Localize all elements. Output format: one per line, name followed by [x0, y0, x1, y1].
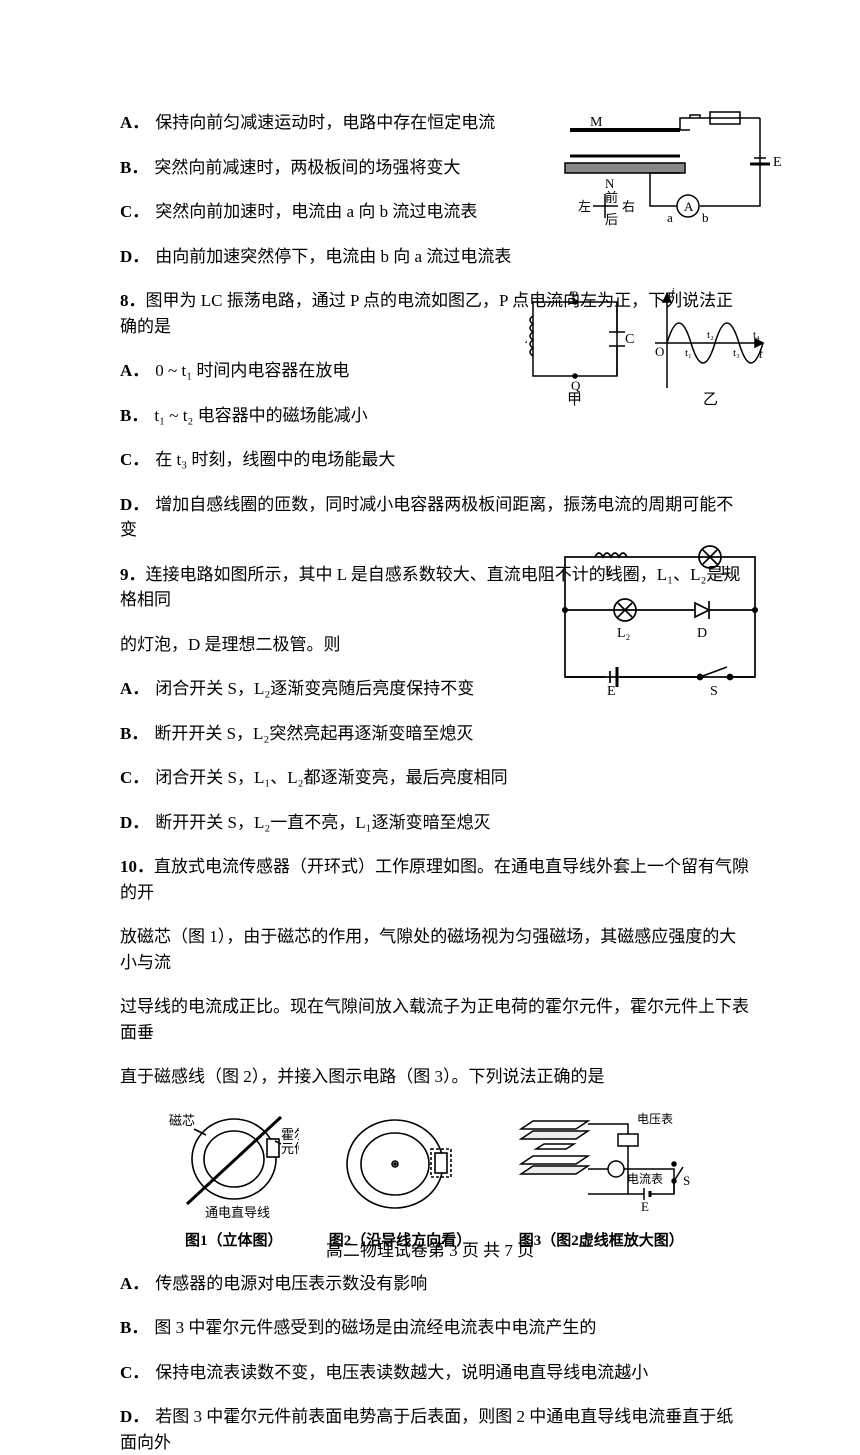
q10-option-B: B．图 3 中霍尔元件感受到的磁场是由流经电流表中电流产生的	[120, 1315, 750, 1341]
opt-text: 在 t₃ 时刻，线圈中的电场能最大	[155, 450, 395, 469]
opt-text: 闭合开关 S，L₁、L₂都逐渐变亮，最后亮度相同	[155, 768, 507, 787]
txt: 直放式电流传感器（开环式）工作原理如图。在通电直导线外套上一个留有气隙的开	[120, 857, 749, 902]
label-R: R	[720, 108, 730, 112]
label-left: 左	[578, 199, 591, 214]
lbl-t4: t₄	[753, 329, 760, 341]
q10-stem-2: 放磁芯（图 1），由于磁芯的作用，气隙处的磁场视为匀强磁场，其磁感应强度的大小与…	[120, 924, 750, 975]
q9-option-A: A．闭合开关 S，L₂逐渐变亮随后亮度保持不变	[120, 676, 590, 702]
lbl-L2: L₂	[617, 626, 631, 641]
q8-option-C: C．在 t₃ 时刻，线圈中的电场能最大	[120, 447, 540, 473]
page-footer: 高二物理试卷第 3 页 共 7 页	[0, 1238, 860, 1264]
lbl-Cc: C	[625, 332, 634, 347]
lbl-t2: t₂	[707, 329, 714, 341]
opt-text: 图 3 中霍尔元件感受到的磁场是由流经电流表中电流产生的	[154, 1318, 596, 1337]
q10-option-C: C．保持电流表读数不变，电压表读数越大，说明通电直导线电流越小	[120, 1360, 750, 1386]
lbl-i: i	[671, 288, 675, 299]
opt-text: 突然向前加速时，电流由 a 向 b 流过电流表	[155, 202, 477, 221]
lbl-V: 电压表	[637, 1112, 673, 1126]
page: R M N 前 左 右 后 E A a b	[0, 0, 860, 1303]
label-b: b	[702, 210, 709, 225]
lbl-core: 磁芯	[169, 1113, 195, 1128]
opt-text: 0 ~ t₁ 时间内电容器在放电	[155, 361, 349, 380]
lbl-hall2: 元件	[281, 1141, 299, 1156]
q10-stem-4: 直于磁感线（图 2），并接入图示电路（图 3）。下列说法正确的是	[120, 1064, 750, 1090]
q7-option-B: B．突然向前减速时，两极板间的场强将变大	[120, 155, 540, 181]
opt-text: 断开开关 S，L₂突然亮起再逐渐变暗至熄灭	[154, 724, 473, 743]
lbl-t1: t₁	[685, 347, 692, 359]
q8-figure: P Q L C 甲 i O t₁ t₂	[525, 288, 765, 416]
lbl-L1: L₁	[721, 564, 734, 579]
lbl-Q: Q	[571, 378, 581, 393]
lbl-O: O	[655, 344, 664, 359]
q10-option-A: A．传感器的电源对电压表示数没有影响	[120, 1271, 750, 1297]
opt-text: 断开开关 S，L₂一直不亮，L₁逐渐变暗至熄灭	[155, 813, 490, 832]
lbl-A: 电流表	[627, 1172, 663, 1186]
label-N: N	[605, 176, 615, 191]
label-front: 前	[605, 190, 618, 205]
lbl-yi: 乙	[703, 392, 718, 408]
q7-option-C: C．突然向前加速时，电流由 a 向 b 流过电流表	[120, 199, 540, 225]
txt: 的灯泡，D 是理想二极管。则	[120, 635, 341, 654]
q7-option-D: D．由向前加速突然停下，电流由 b 向 a 流过电流表	[120, 244, 540, 270]
lbl-L: L	[605, 564, 614, 579]
lbl-EE: E	[641, 1199, 649, 1214]
opt-text: 保持电流表读数不变，电压表读数越大，说明通电直导线电流越小	[155, 1363, 648, 1382]
q9-option-B: B．断开开关 S，L₂突然亮起再逐渐变暗至熄灭	[120, 721, 590, 747]
q10-figure-row: 磁芯 霍尔 元件 通电直导线 图1（立体图） 图2（沿导线方向看）	[120, 1109, 750, 1253]
q7-option-A: A．保持向前匀减速运动时，电路中存在恒定电流	[120, 110, 540, 136]
opt-text: t₁ ~ t₂ 电容器中的磁场能减小	[154, 406, 367, 425]
txt: 直于磁感线（图 2），并接入图示电路（图 3）。下列说法正确的是	[120, 1067, 605, 1086]
opt-text: 增加自感线圈的匝数，同时减小电容器两极板间距离，振荡电流的周期可能不变	[120, 495, 733, 540]
q7-circuit-figure: R M N 前 左 右 后 E A a b	[560, 108, 790, 246]
lbl-L: L	[525, 332, 528, 347]
opt-text: 闭合开关 S，L₂逐渐变亮随后亮度保持不变	[155, 679, 474, 698]
opt-text: 由向前加速突然停下，电流由 b 向 a 流过电流表	[155, 247, 511, 266]
label-back: 后	[605, 212, 618, 227]
label-M: M	[590, 115, 603, 130]
opt-text: 若图 3 中霍尔元件前表面电势高于后表面，则图 2 中通电直导线电流垂直于纸面向…	[120, 1407, 733, 1452]
opt-text: 传感器的电源对电压表示数没有影响	[155, 1274, 427, 1293]
lbl-hall1: 霍尔	[281, 1127, 299, 1142]
lbl-t3: t₃	[733, 347, 740, 359]
q9-option-D: D．断开开关 S，L₂一直不亮，L₁逐渐变暗至熄灭	[120, 810, 590, 836]
lbl-E: E	[607, 684, 616, 695]
txt: 放磁芯（图 1），由于磁芯的作用，气隙处的磁场视为匀强磁场，其磁感应强度的大小与…	[120, 927, 736, 972]
label-a: a	[667, 210, 673, 225]
lbl-jia: 甲	[567, 392, 582, 408]
svg-text:A: A	[684, 199, 694, 214]
lbl-S: S	[683, 1173, 690, 1188]
opt-text: 保持向前匀减速运动时，电路中存在恒定电流	[155, 113, 495, 132]
q10-option-D: D．若图 3 中霍尔元件前表面电势高于后表面，则图 2 中通电直导线电流垂直于纸…	[120, 1404, 750, 1455]
q8-option-B: B．t₁ ~ t₂ 电容器中的磁场能减小	[120, 403, 540, 429]
q8-option-D: D．增加自感线圈的匝数，同时减小电容器两极板间距离，振荡电流的周期可能不变	[120, 492, 750, 543]
lbl-S: S	[710, 684, 718, 695]
q8-option-A: A．0 ~ t₁ 时间内电容器在放电	[120, 358, 540, 384]
lbl-t: t	[759, 346, 763, 361]
lbl-wire: 通电直导线	[205, 1205, 270, 1219]
q10-fig2: 图2（沿导线方向看）	[329, 1109, 472, 1253]
lbl-D: D	[697, 626, 707, 641]
opt-text: 突然向前减速时，两极板间的场强将变大	[154, 158, 460, 177]
q10-fig3: 电压表 电流表 S E 图3（图2虚线框放大图）	[501, 1109, 701, 1253]
txt: 过导线的电流成正比。现在气隙间放入载流子为正电荷的霍尔元件，霍尔元件上下表面垂	[120, 997, 749, 1042]
q10-stem-1: 10．直放式电流传感器（开环式）工作原理如图。在通电直导线外套上一个留有气隙的开	[120, 854, 750, 905]
label-right: 右	[622, 199, 635, 214]
q10-fig1: 磁芯 霍尔 元件 通电直导线 图1（立体图）	[169, 1109, 299, 1253]
q9-option-C: C．闭合开关 S，L₁、L₂都逐渐变亮，最后亮度相同	[120, 765, 590, 791]
q10-stem-3: 过导线的电流成正比。现在气隙间放入载流子为正电荷的霍尔元件，霍尔元件上下表面垂	[120, 994, 750, 1045]
label-E: E	[773, 155, 782, 170]
